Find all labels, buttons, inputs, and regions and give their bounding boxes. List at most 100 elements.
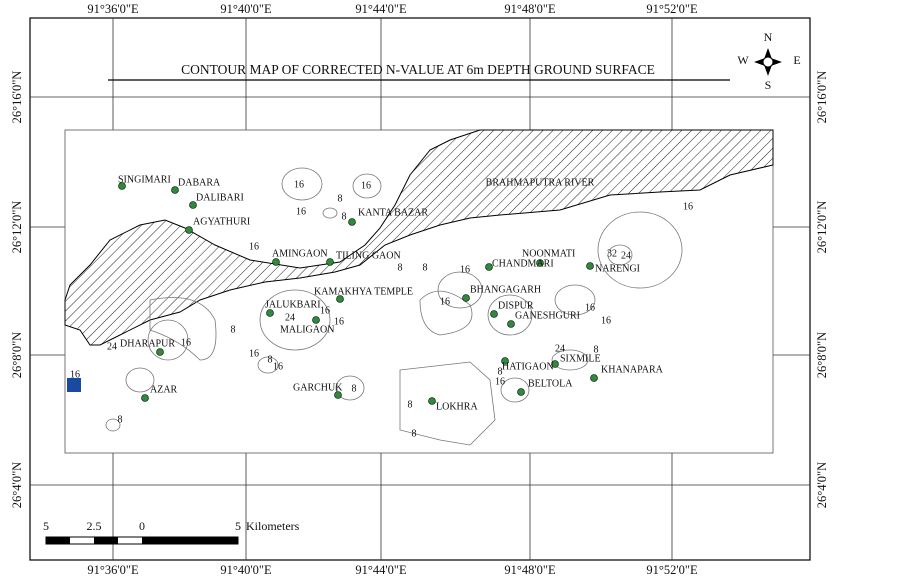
- place-label: GARCHUK: [293, 382, 343, 393]
- contour-label: 8: [352, 383, 357, 394]
- place-marker: [326, 258, 334, 266]
- compass-letter: S: [765, 78, 772, 92]
- contour-label: 16: [181, 337, 191, 348]
- left-coord-label: 26°16'0"N: [10, 71, 24, 124]
- contour-label: 8: [412, 428, 417, 439]
- right-coord-label: 26°16'0"N: [815, 71, 829, 124]
- compass-letter: N: [764, 30, 773, 44]
- contour-label: 16: [294, 179, 304, 190]
- place-marker: [171, 186, 179, 194]
- place-marker: [336, 295, 344, 303]
- place-marker: [490, 310, 498, 318]
- place-label: SIXMILE: [560, 353, 601, 364]
- contour-label: 24: [107, 341, 117, 352]
- right-coord-label: 26°12'0"N: [815, 201, 829, 254]
- contours: [105, 167, 683, 446]
- place-label: TILING GAON: [336, 250, 401, 261]
- contour-label: 16: [440, 296, 450, 307]
- contour-label: 8: [342, 211, 347, 222]
- bottom-coord-label: 91°44'0"E: [355, 563, 407, 577]
- scale-tick-label: 5: [43, 519, 49, 533]
- compass: [754, 48, 782, 76]
- contour-label: 8: [268, 354, 273, 365]
- map-frame: [29, 17, 811, 561]
- place-marker: [590, 374, 598, 382]
- scale-bar: [45, 536, 239, 545]
- bottom-coord-label: 91°48'0"E: [504, 563, 556, 577]
- place-marker: [517, 388, 525, 396]
- place-label: AZAR: [150, 384, 178, 395]
- place-marker: [312, 316, 320, 324]
- compass-letter: E: [793, 53, 800, 67]
- bottom-coord-label: 91°36'0"E: [87, 563, 139, 577]
- place-label: BELTOLA: [528, 378, 573, 389]
- place-marker: [485, 263, 493, 271]
- place-label: HATIGAON: [502, 361, 554, 372]
- contour-label: 16: [70, 369, 80, 380]
- place-marker: [536, 259, 544, 267]
- top-coord-label: 91°36'0"E: [87, 2, 139, 16]
- left-coord-label: 26°12'0"N: [10, 201, 24, 254]
- place-marker: [266, 309, 274, 317]
- place-label: DABARA: [178, 177, 221, 188]
- contour-label: 16: [683, 201, 693, 212]
- contour-label: 16: [296, 206, 306, 217]
- scale-unit: Kilometers: [246, 519, 300, 533]
- contour-label: 16: [585, 302, 595, 313]
- scale-tick-label: 0: [139, 519, 145, 533]
- contour-label: 24: [285, 312, 295, 323]
- place-label: KAMAKHYA TEMPLE: [314, 286, 413, 297]
- left-coord-label: 26°8'0"N: [10, 332, 24, 378]
- contour-label: 16: [361, 180, 371, 191]
- right-coord-label: 26°4'0"N: [815, 462, 829, 508]
- contour-label: 8: [423, 262, 428, 273]
- contour-label: 8: [594, 344, 599, 355]
- contour-label: 16: [460, 264, 470, 275]
- river-label: BRAHMAPUTRA RIVER: [486, 177, 595, 188]
- contour-label: 16: [320, 305, 330, 316]
- place-label: NARENGI: [595, 263, 640, 274]
- place-marker: [507, 320, 515, 328]
- contour-label: 16: [249, 241, 259, 252]
- river: [64, 129, 774, 346]
- place-marker: [272, 258, 280, 266]
- place-label: GANESHGURI: [515, 310, 580, 321]
- place-label: SINGIMARI: [118, 174, 171, 185]
- place-marker: [334, 391, 342, 399]
- place-marker: [586, 262, 594, 270]
- top-coord-label: 91°44'0"E: [355, 2, 407, 16]
- contour-label: 8: [498, 366, 503, 377]
- scale-tick-label: 2.5: [87, 519, 102, 533]
- contour-label: 24: [555, 343, 565, 354]
- contour-label: 16: [273, 361, 283, 372]
- place-label: NOONMATI: [522, 248, 575, 259]
- contour-label: 16: [601, 315, 611, 326]
- contour-label: 16: [249, 348, 259, 359]
- place-marker: [141, 394, 149, 402]
- contour-label: 8: [231, 324, 236, 335]
- contour-label: 8: [338, 193, 343, 204]
- place-marker: [462, 294, 470, 302]
- contour-label: 8: [398, 262, 403, 273]
- contour-label: 32: [607, 248, 617, 259]
- contour-label: 8: [118, 414, 123, 425]
- left-coord-label: 26°4'0"N: [10, 462, 24, 508]
- place-label: AMINGAON: [272, 248, 328, 259]
- place-marker: [185, 226, 193, 234]
- place-label: MALIGAON: [280, 324, 334, 335]
- map-title: CONTOUR MAP OF CORRECTED N-VALUE AT 6m D…: [181, 62, 655, 77]
- contour-label: 16: [495, 376, 505, 387]
- contour-label: 24: [621, 250, 631, 261]
- place-label: KANTA BAZAR: [358, 207, 428, 218]
- place-label: CHANDMARI: [492, 258, 554, 269]
- top-coord-label: 91°52'0"E: [646, 2, 698, 16]
- place-marker: [156, 348, 164, 356]
- scale-tick-label: 5: [235, 519, 241, 533]
- legend-icon: [67, 378, 81, 392]
- bottom-coord-label: 91°52'0"E: [646, 563, 698, 577]
- place-marker: [551, 360, 559, 368]
- place-marker: [348, 218, 356, 226]
- compass-letter: W: [737, 53, 749, 67]
- contour-label: 8: [408, 399, 413, 410]
